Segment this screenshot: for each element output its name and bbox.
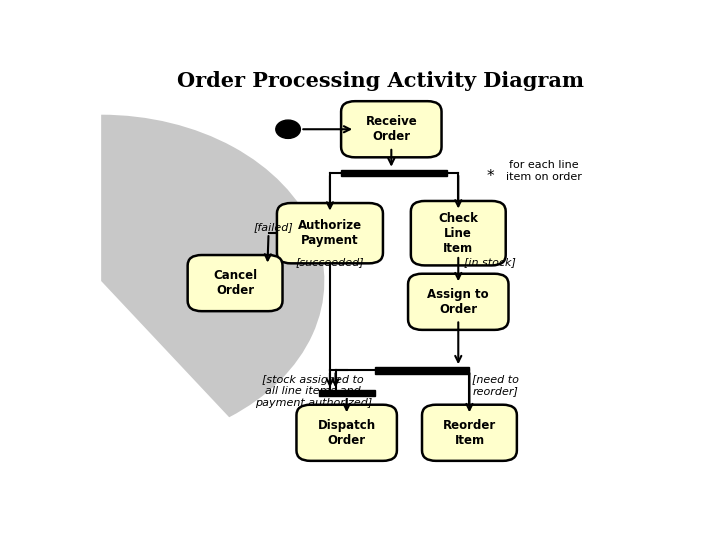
Text: Reorder
Item: Reorder Item bbox=[443, 419, 496, 447]
FancyBboxPatch shape bbox=[277, 203, 383, 264]
FancyBboxPatch shape bbox=[422, 404, 517, 461]
FancyBboxPatch shape bbox=[341, 101, 441, 157]
Text: Check
Line
Item: Check Line Item bbox=[438, 212, 478, 255]
Bar bbox=[341, 170, 447, 176]
Text: [failed]: [failed] bbox=[254, 222, 294, 232]
Text: [need to
reorder]: [need to reorder] bbox=[472, 375, 519, 396]
Text: Assign to
Order: Assign to Order bbox=[428, 288, 489, 316]
Text: Receive
Order: Receive Order bbox=[366, 115, 417, 143]
FancyBboxPatch shape bbox=[188, 255, 282, 311]
Text: for each line
item on order: for each line item on order bbox=[505, 160, 582, 181]
Text: [stock assigned to
all line items and
payment authorized]: [stock assigned to all line items and pa… bbox=[255, 375, 372, 408]
Text: Authorize
Payment: Authorize Payment bbox=[298, 219, 362, 247]
Text: Cancel
Order: Cancel Order bbox=[213, 269, 257, 297]
Text: Dispatch
Order: Dispatch Order bbox=[318, 419, 376, 447]
FancyBboxPatch shape bbox=[297, 404, 397, 461]
Bar bbox=[374, 367, 469, 374]
Wedge shape bbox=[101, 114, 324, 417]
FancyBboxPatch shape bbox=[411, 201, 505, 266]
FancyBboxPatch shape bbox=[408, 274, 508, 330]
Circle shape bbox=[276, 120, 300, 138]
Text: [in stock]: [in stock] bbox=[464, 257, 516, 267]
Text: [succeeded]: [succeeded] bbox=[296, 257, 364, 267]
Text: Order Processing Activity Diagram: Order Processing Activity Diagram bbox=[176, 71, 584, 91]
Text: *: * bbox=[487, 168, 495, 184]
Bar bbox=[319, 390, 374, 396]
